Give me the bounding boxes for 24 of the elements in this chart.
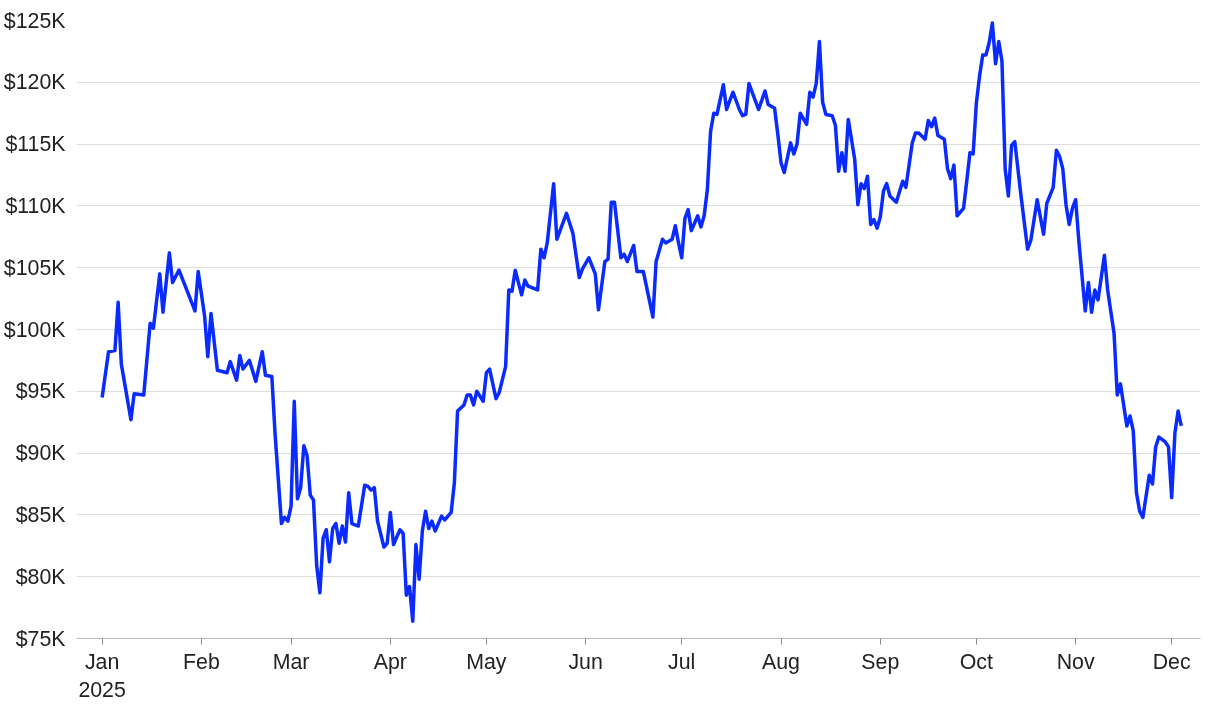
y-tick-label: $95K xyxy=(15,379,66,404)
x-tick-label: Oct xyxy=(959,649,993,674)
x-tick-label: Aug xyxy=(762,649,800,674)
x-tick-label: May xyxy=(466,649,507,674)
x-tick-label: Nov xyxy=(1056,649,1095,674)
y-tick-label: $110K xyxy=(5,193,66,218)
x-tick-label: Sep xyxy=(861,649,900,674)
y-tick-label: $120K xyxy=(3,70,66,95)
y-tick-label: $125K xyxy=(3,8,66,33)
x-tick-label: Mar xyxy=(272,649,310,674)
x-tick-label: Jun xyxy=(568,649,603,674)
y-tick-label: $85K xyxy=(15,502,66,527)
line-series xyxy=(100,21,1184,623)
x-tick-label: Jul xyxy=(668,649,696,674)
x-tick-label: Dec xyxy=(1152,649,1191,674)
x-tick-label: Jan 2025 xyxy=(78,649,126,703)
y-tick-label: $80K xyxy=(15,564,66,589)
y-tick-label: $115K xyxy=(5,132,66,157)
y-tick-label: $100K xyxy=(3,317,66,342)
y-tick-label: $75K xyxy=(15,626,66,651)
x-tick-label: Apr xyxy=(373,649,407,674)
y-tick-label: $105K xyxy=(3,255,66,280)
y-tick-label: $90K xyxy=(15,441,66,466)
x-tick-label: Feb xyxy=(183,649,220,674)
